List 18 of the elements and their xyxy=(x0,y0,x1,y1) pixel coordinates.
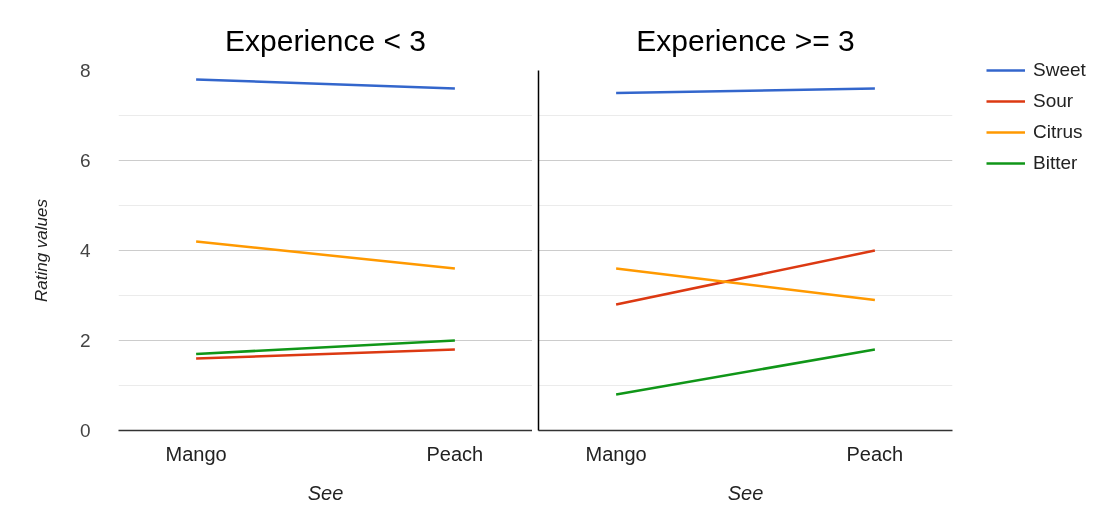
x-tick-label: Peach xyxy=(846,442,904,465)
y-tick-label: 0 xyxy=(79,420,91,441)
legend-label: Bitter xyxy=(1033,152,1078,174)
chart-title: Experience < 3 xyxy=(225,23,426,57)
x-tick-label: Peach xyxy=(426,442,484,465)
legend-label: Sweet xyxy=(1033,59,1086,81)
x-axis-title: See xyxy=(727,481,764,504)
x-axis-title: See xyxy=(307,481,344,504)
x-tick-label: Mango xyxy=(585,442,647,465)
legend-label: Citrus xyxy=(1033,121,1083,143)
y-tick-label: 2 xyxy=(79,330,91,351)
legend-label: Sour xyxy=(1033,90,1074,112)
y-tick-label: 6 xyxy=(79,150,91,171)
y-tick-label: 8 xyxy=(79,60,91,81)
y-axis-title: Rating values xyxy=(31,198,51,302)
x-tick-label: Mango xyxy=(165,442,227,465)
y-tick-label: 4 xyxy=(79,240,91,261)
chart-title: Experience >= 3 xyxy=(636,23,855,57)
